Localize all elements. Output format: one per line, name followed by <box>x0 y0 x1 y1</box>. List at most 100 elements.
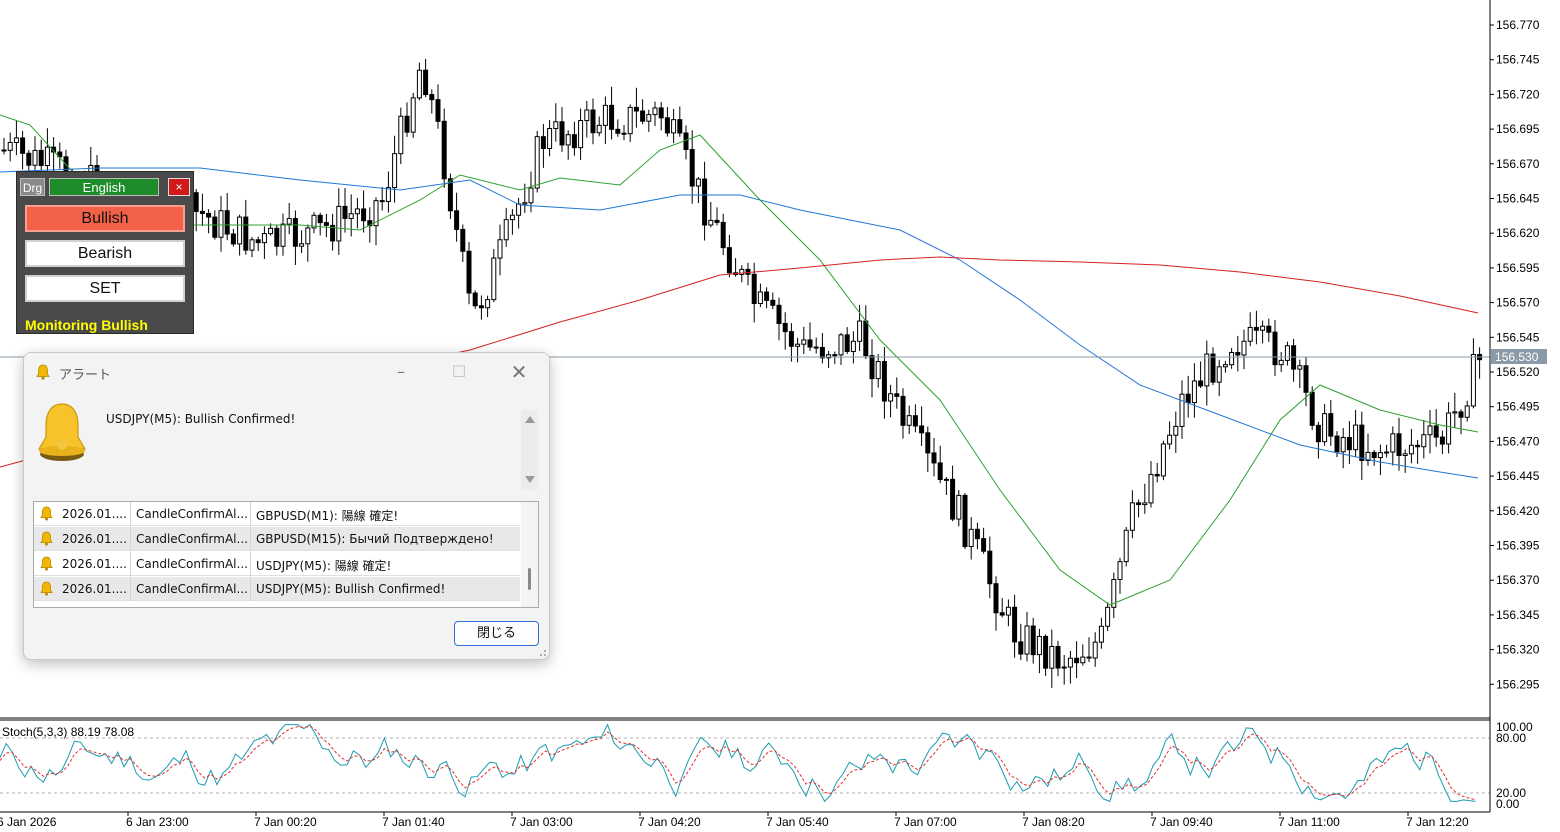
candle-body <box>13 137 19 143</box>
candle-body <box>441 120 447 180</box>
candle-body <box>950 478 956 520</box>
candle-body <box>900 395 906 426</box>
alert-message: USDJPY(M5): Bullish Confirmed! <box>106 412 296 426</box>
alert-row[interactable]: 2026.01.... CandleConfirmAl... GBPUSD(M1… <box>34 527 520 551</box>
close-icon[interactable]: ✕ <box>510 360 528 384</box>
alert-text: USDJPY(M5): Bullish Confirmed! <box>256 582 446 596</box>
candle-body <box>1303 365 1309 393</box>
list-scrollbar[interactable] <box>521 502 538 607</box>
candle-body <box>540 136 546 149</box>
stoch-axis-80: 80.00 <box>1496 731 1526 745</box>
candle-body <box>193 192 199 212</box>
set-button[interactable]: SET <box>25 275 185 302</box>
candle-body <box>1328 413 1334 437</box>
price-tick-label: 156.445 <box>1496 469 1540 483</box>
candle-body <box>1210 353 1216 383</box>
drag-handle[interactable]: Drg <box>20 178 45 196</box>
candle-body <box>875 361 881 380</box>
candle-body <box>44 146 50 166</box>
close-button[interactable]: 閉じる <box>454 621 539 646</box>
alert-row[interactable]: 2026.01.... CandleConfirmAl... GBPUSD(M1… <box>34 502 520 526</box>
candle-body <box>819 346 825 359</box>
resize-grip-icon[interactable] <box>537 647 547 657</box>
candle-body <box>454 210 460 230</box>
candle-body <box>20 137 26 154</box>
price-tick-label: 156.370 <box>1496 573 1540 587</box>
bell-icon <box>40 531 53 549</box>
candle-body <box>912 415 918 427</box>
price-tick-label: 156.645 <box>1496 192 1540 206</box>
candle-body <box>1154 473 1160 477</box>
candle-body <box>280 223 286 247</box>
candle-body <box>869 355 875 380</box>
bullish-button[interactable]: Bullish <box>25 205 185 232</box>
candle-body <box>627 106 633 135</box>
candle-body <box>237 216 243 245</box>
candle-body <box>348 213 354 219</box>
price-tick-label: 156.395 <box>1496 539 1540 553</box>
candle-body <box>1191 380 1197 404</box>
candle-body <box>367 220 373 227</box>
candle-body <box>1340 436 1346 453</box>
candle-body <box>435 99 441 122</box>
candle-body <box>1216 366 1222 383</box>
alert-source: CandleConfirmAl... <box>136 582 248 596</box>
candle-body <box>1204 353 1210 387</box>
candle-body <box>224 210 230 235</box>
price-tick-label: 156.595 <box>1496 261 1540 275</box>
candle-body <box>416 69 422 99</box>
candle-body <box>1253 326 1259 331</box>
candle-body <box>565 134 571 146</box>
message-scrollbar[interactable] <box>521 410 538 490</box>
candle-body <box>206 212 212 218</box>
candle-body <box>596 124 602 134</box>
time-tick-label: 7 Jan 04:20 <box>638 815 701 829</box>
candle-body <box>888 393 894 402</box>
panel-close-button[interactable]: × <box>168 178 190 196</box>
candle-body <box>559 121 565 146</box>
candle-body <box>286 218 292 225</box>
candle-body <box>299 243 305 247</box>
candle-body <box>1377 452 1383 459</box>
candle-body <box>1371 451 1377 459</box>
candle-body <box>478 305 484 309</box>
candle-body <box>385 187 391 202</box>
mid-ma-line <box>0 167 1479 479</box>
candle-body <box>7 141 13 151</box>
time-axis: 6 Jan 2026 6 Jan 23:00 7 Jan 00:20 7 Jan 01… <box>0 812 1469 829</box>
candle-body <box>1415 444 1421 448</box>
candle-body <box>528 187 534 204</box>
bell-icon <box>40 506 53 524</box>
candle-body <box>1148 473 1154 504</box>
language-button[interactable]: English <box>49 178 159 196</box>
price-tick-label: 156.420 <box>1496 504 1540 518</box>
candle-body <box>993 583 999 614</box>
minimize-icon[interactable]: – <box>397 362 405 381</box>
candle-body <box>925 432 931 454</box>
price-tick-label: 156.770 <box>1496 18 1540 32</box>
alert-row[interactable]: 2026.01.... CandleConfirmAl... USDJPY(M5… <box>34 552 520 576</box>
alert-time: 2026.01.... <box>62 532 127 546</box>
time-tick-label: 7 Jan 05:40 <box>766 815 829 829</box>
alert-row[interactable]: 2026.01.... CandleConfirmAl... USDJPY(M5… <box>34 577 520 601</box>
candle-body <box>423 69 429 96</box>
list-scroll-thumb[interactable] <box>528 568 531 590</box>
candle-body <box>677 119 683 134</box>
price-tick-label: 156.470 <box>1496 434 1540 448</box>
price-tick-label: 156.620 <box>1496 226 1540 240</box>
time-tick-label: 7 Jan 11:00 <box>1278 815 1340 829</box>
candle-body <box>1272 331 1278 366</box>
alert-text: GBPUSD(M1): 陽線 確定! <box>256 509 399 523</box>
bearish-button[interactable]: Bearish <box>25 240 185 267</box>
candle-body <box>212 216 218 238</box>
candle-body <box>522 202 528 205</box>
candle-body <box>695 178 701 187</box>
candle-body <box>652 107 658 116</box>
candle-body <box>323 222 329 226</box>
dialog-titlebar[interactable]: アラート – ☐ ✕ <box>24 353 549 391</box>
candle-body <box>832 354 838 357</box>
scroll-up-icon <box>525 416 535 423</box>
candle-body <box>1092 641 1098 659</box>
alert-history-list[interactable]: 2026.01.... CandleConfirmAl... GBPUSD(M1… <box>33 501 539 608</box>
